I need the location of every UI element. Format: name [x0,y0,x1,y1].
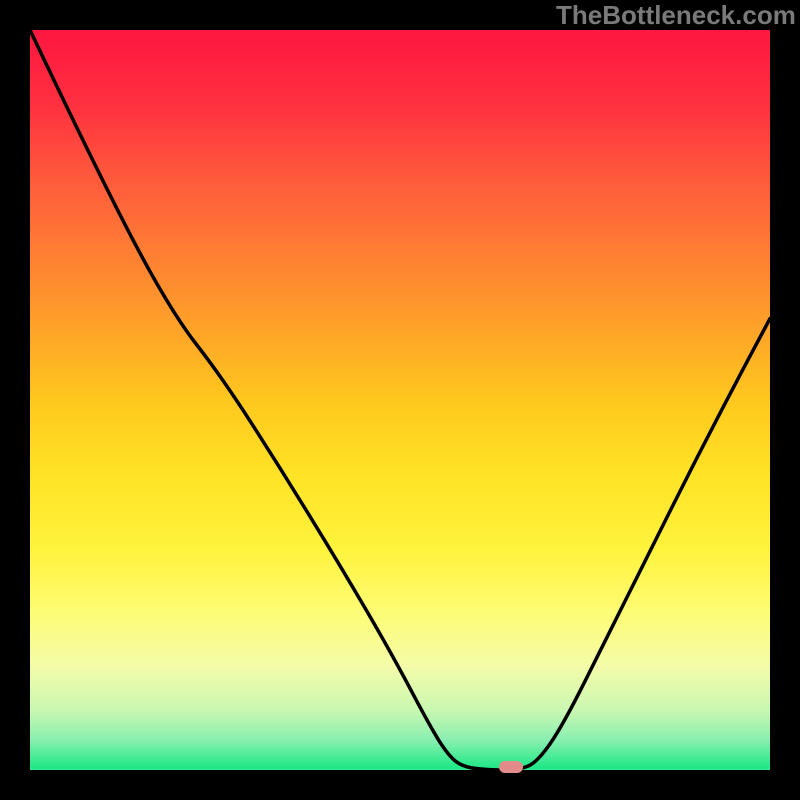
chart-frame-right [770,0,800,800]
watermark-text: TheBottleneck.com [556,0,796,31]
gradient-background [0,0,800,800]
chart-container: { "chart": { "type": "line", "width": 80… [0,0,800,800]
optimum-marker [499,761,523,773]
chart-frame-left [0,0,30,800]
chart-frame-bottom [0,770,800,800]
